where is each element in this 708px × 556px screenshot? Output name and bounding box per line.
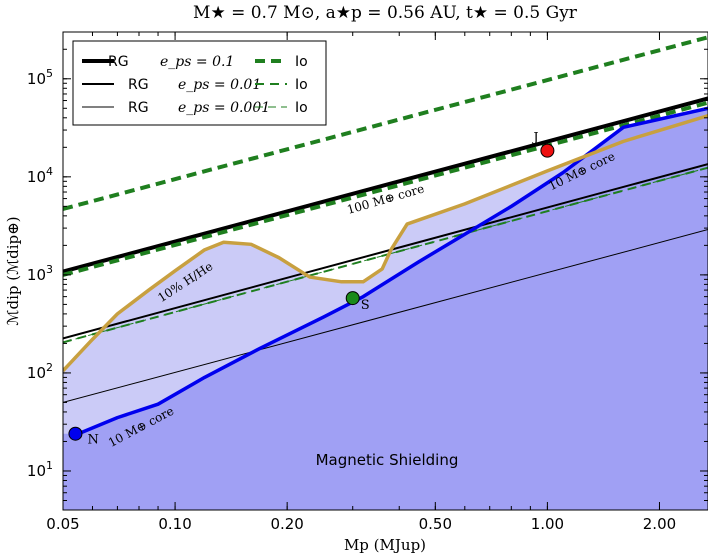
- y-tick-label: 103: [27, 263, 53, 284]
- planet-marker-j: [540, 143, 555, 158]
- region-label-magnetic-shielding: Magnetic Shielding: [316, 451, 459, 469]
- legend-box: [72, 40, 327, 126]
- series-line-rg-eps-0-1: [63, 96, 708, 274]
- legend-eps-2: e_ps = 0.001: [178, 100, 270, 116]
- fill-shielding-region: [63, 108, 708, 510]
- legend-label-5: Io: [295, 100, 308, 116]
- legend-label-4: Io: [295, 77, 308, 93]
- legend-label-1: RG: [128, 77, 149, 93]
- x-tick-label: 0.05: [46, 515, 79, 533]
- x-tick-label: 0.20: [270, 515, 303, 533]
- legend-label-3: Io: [295, 54, 308, 70]
- series-layer: [63, 35, 708, 436]
- planet-marker-n: [68, 426, 83, 441]
- legend-label-0: RG: [108, 54, 129, 70]
- series-line-io-eps-0-001: [63, 167, 708, 343]
- x-axis-label: Mp (MJup): [344, 536, 426, 554]
- planet-label-s: S: [361, 298, 370, 313]
- y-tick-label: 104: [27, 165, 53, 186]
- planet-label-j: J: [531, 131, 538, 146]
- series-line-rg-eps-0-001: [63, 229, 708, 403]
- x-tick-label: 1.00: [531, 515, 564, 533]
- y-axis-label: ℳdip (ℳdip⊕): [4, 216, 22, 325]
- x-tick-label: 0.10: [158, 515, 191, 533]
- series-line-10-m-core: [77, 106, 708, 436]
- planet-marker-s: [345, 291, 360, 306]
- y-tick-label: 102: [27, 361, 53, 382]
- series-line-rg-eps-0-01: [63, 163, 708, 340]
- y-axis: 101 102 103 104 105: [27, 31, 708, 511]
- legend-label-2: RG: [128, 100, 149, 116]
- y-tick-label: 105: [27, 67, 53, 88]
- series-line-100-m-core-10-h-he: [63, 114, 708, 373]
- y-tick-label: 101: [27, 459, 53, 480]
- x-tick-label: 2.00: [643, 515, 676, 533]
- legend-eps-0: e_ps = 0.1: [160, 54, 234, 70]
- x-axis: 0.05 0.10 0.20 0.50 1.00 2.00: [46, 32, 676, 533]
- planet-layer: N S J: [68, 131, 555, 448]
- legend: RG e_ps = 0.1 RG e_ps = 0.01 RG e_ps = 0.001 I…: [72, 40, 327, 126]
- legend-eps-1: e_ps = 0.01: [178, 77, 261, 93]
- legend-items: RG e_ps = 0.1 RG e_ps = 0.01 RG e_ps = 0.001 I…: [82, 54, 308, 116]
- x-tick-label: 0.50: [419, 515, 452, 533]
- shielding-fill: [63, 108, 708, 510]
- chart-title: M★ = 0.7 M⊙, a★p = 0.56 AU, t★ = 0.5 Gyr: [193, 3, 578, 23]
- planet-label-n: N: [87, 433, 98, 448]
- plot-frame: [62, 31, 708, 511]
